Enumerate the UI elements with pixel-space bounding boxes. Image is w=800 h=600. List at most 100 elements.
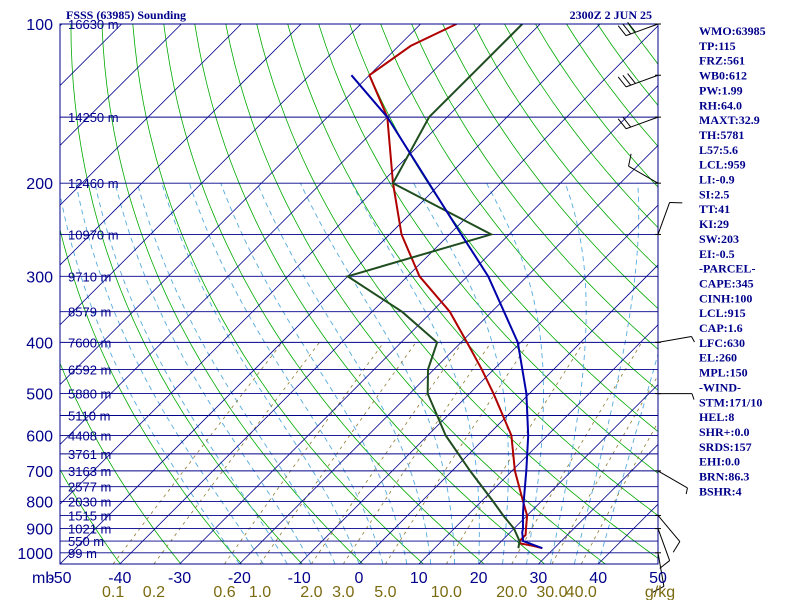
moist-adiabat bbox=[60, 191, 240, 564]
dewpoint-line bbox=[345, 24, 524, 549]
barb-staff bbox=[625, 23, 659, 37]
index-item: BRN:86.3 bbox=[699, 470, 749, 484]
moist-adiabat bbox=[136, 183, 336, 564]
isotherm bbox=[358, 264, 658, 564]
isotherm bbox=[478, 384, 658, 564]
wind-barb bbox=[655, 201, 683, 235]
background-lines bbox=[0, 24, 658, 564]
dry-adiabat bbox=[101, 24, 364, 564]
wind-barb bbox=[617, 116, 661, 130]
wind-barb bbox=[652, 552, 665, 593]
mixing-ratio-label: 10.0 bbox=[431, 584, 462, 600]
wind-barb bbox=[655, 470, 688, 495]
barb-staff bbox=[625, 116, 659, 130]
pressure-tick-label: 800 bbox=[26, 495, 53, 512]
index-item: EI:-0.5 bbox=[699, 247, 735, 261]
isotherm bbox=[0, 24, 2, 564]
moist-adiabat bbox=[549, 183, 587, 564]
moist-adiabat bbox=[413, 182, 509, 564]
barb-feather bbox=[627, 73, 636, 84]
height-label: 14250 m bbox=[68, 110, 119, 125]
mixing-ratio-label: 0.6 bbox=[213, 584, 235, 600]
index-item: -WIND- bbox=[699, 380, 741, 394]
height-label: 1021 m bbox=[68, 522, 111, 537]
dry-adiabat bbox=[60, 468, 121, 564]
mixing-ratio-line bbox=[385, 342, 530, 564]
mixing-ratio-label: 2.0 bbox=[300, 584, 322, 600]
dry-adiabat bbox=[349, 24, 658, 433]
mixing-ratio-line bbox=[259, 342, 417, 564]
barb-staff bbox=[657, 202, 671, 235]
wind-barb bbox=[655, 514, 681, 553]
dry-adiabat bbox=[60, 227, 242, 564]
index-item: LFC:630 bbox=[699, 336, 745, 350]
isotherm bbox=[179, 85, 658, 564]
wind-barb bbox=[617, 73, 661, 88]
temperature-tick-label: 30 bbox=[530, 570, 548, 587]
moist-adiabat bbox=[161, 183, 360, 564]
dry-adiabat bbox=[163, 24, 485, 564]
mixing-ratio-line bbox=[153, 342, 320, 564]
temperature-tick-label: -20 bbox=[228, 570, 251, 587]
barb-half-feather bbox=[691, 336, 695, 343]
index-item: CAPE:345 bbox=[699, 276, 754, 290]
index-item: TP:115 bbox=[699, 39, 736, 53]
pressure-tick-label: 1000 bbox=[17, 546, 53, 563]
barb-feather bbox=[622, 23, 632, 35]
isotherm bbox=[538, 443, 658, 564]
pressure-tick-label: 700 bbox=[26, 464, 53, 481]
barb-feather bbox=[652, 585, 665, 593]
pressure-tick-label: 200 bbox=[26, 176, 53, 193]
pressure-tick-label: 400 bbox=[26, 335, 53, 352]
mixing-ratio-line bbox=[311, 342, 463, 564]
barb-staff bbox=[657, 528, 671, 561]
isotherm bbox=[298, 204, 658, 564]
temperature-tick-label: -10 bbox=[288, 570, 311, 587]
isotherm bbox=[60, 24, 481, 445]
mixing-ratio-label: 0.2 bbox=[143, 584, 165, 600]
mixing-ratio-line bbox=[580, 421, 658, 564]
height-label: 9710 m bbox=[68, 269, 111, 284]
wind-barbs bbox=[617, 21, 695, 593]
index-item: EL:260 bbox=[699, 351, 737, 365]
barb-feather bbox=[622, 116, 632, 128]
height-label: 5110 m bbox=[68, 409, 110, 424]
height-label: 1515 m bbox=[68, 508, 111, 523]
index-item: MAXT:32.9 bbox=[699, 113, 760, 127]
height-label: 16630 m bbox=[68, 17, 119, 32]
index-item: STM:171/10 bbox=[699, 395, 762, 409]
barb-staff bbox=[625, 74, 659, 88]
profile-lines bbox=[345, 24, 543, 550]
mixing-ratio-label: 3.0 bbox=[332, 584, 354, 600]
index-item: CINH:100 bbox=[699, 291, 752, 305]
index-item: WMO:63985 bbox=[699, 24, 766, 38]
index-item: SI:2.5 bbox=[699, 187, 729, 201]
isotherm bbox=[60, 24, 601, 564]
temperature-tick-label: 20 bbox=[470, 570, 488, 587]
wind-barb bbox=[655, 528, 671, 569]
index-item: LI:-0.9 bbox=[699, 173, 735, 187]
parcel-line bbox=[350, 74, 543, 550]
height-label: 3163 m bbox=[68, 464, 111, 479]
isotherm bbox=[239, 144, 658, 564]
index-item: -PARCEL- bbox=[699, 262, 755, 276]
plot-frame bbox=[59, 23, 659, 565]
moist-adiabat bbox=[94, 183, 288, 564]
dry-adiabat bbox=[473, 24, 658, 269]
index-item: SW:203 bbox=[699, 232, 739, 246]
barb-staff bbox=[657, 515, 681, 542]
mixing-ratio-line bbox=[511, 342, 643, 564]
dry-adiabat bbox=[225, 24, 606, 564]
height-label: 2577 m bbox=[68, 480, 111, 495]
temperature-tick-label: 50 bbox=[649, 570, 667, 587]
dry-adiabat bbox=[287, 24, 658, 517]
index-item: LCL:915 bbox=[699, 306, 746, 320]
mixing-ratio-label: 1.0 bbox=[249, 584, 271, 600]
height-label: 8579 m bbox=[68, 305, 111, 320]
barb-feather bbox=[617, 25, 627, 36]
temperature-tick-label: 10 bbox=[410, 570, 428, 587]
index-item: L57:5.6 bbox=[699, 143, 738, 157]
